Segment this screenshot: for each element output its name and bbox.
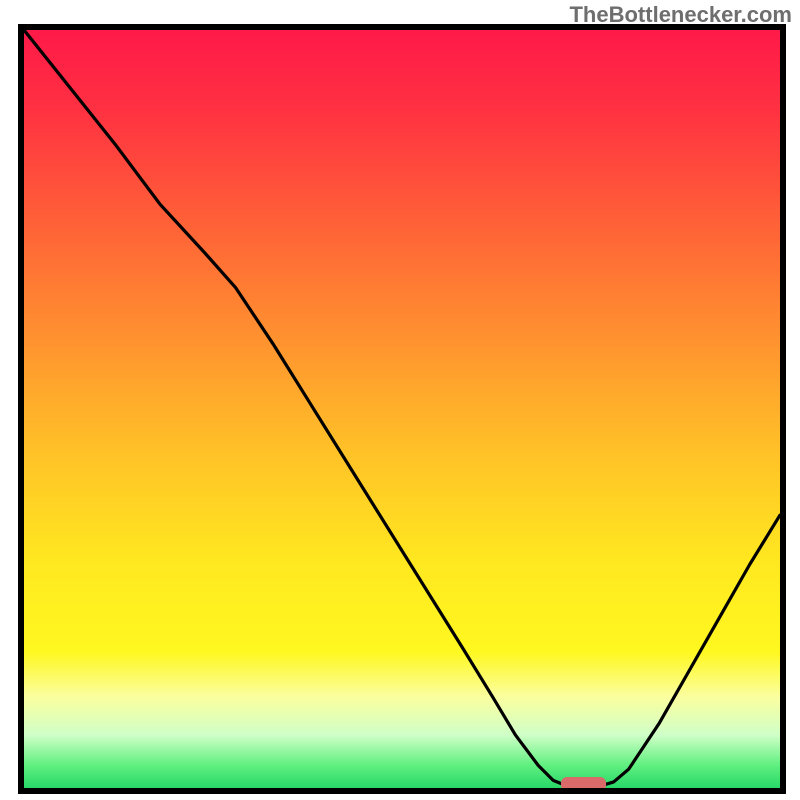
plot-area (24, 30, 780, 788)
bottleneck-curve (24, 30, 780, 788)
plot-frame (18, 24, 786, 794)
optimum-marker (561, 777, 606, 788)
